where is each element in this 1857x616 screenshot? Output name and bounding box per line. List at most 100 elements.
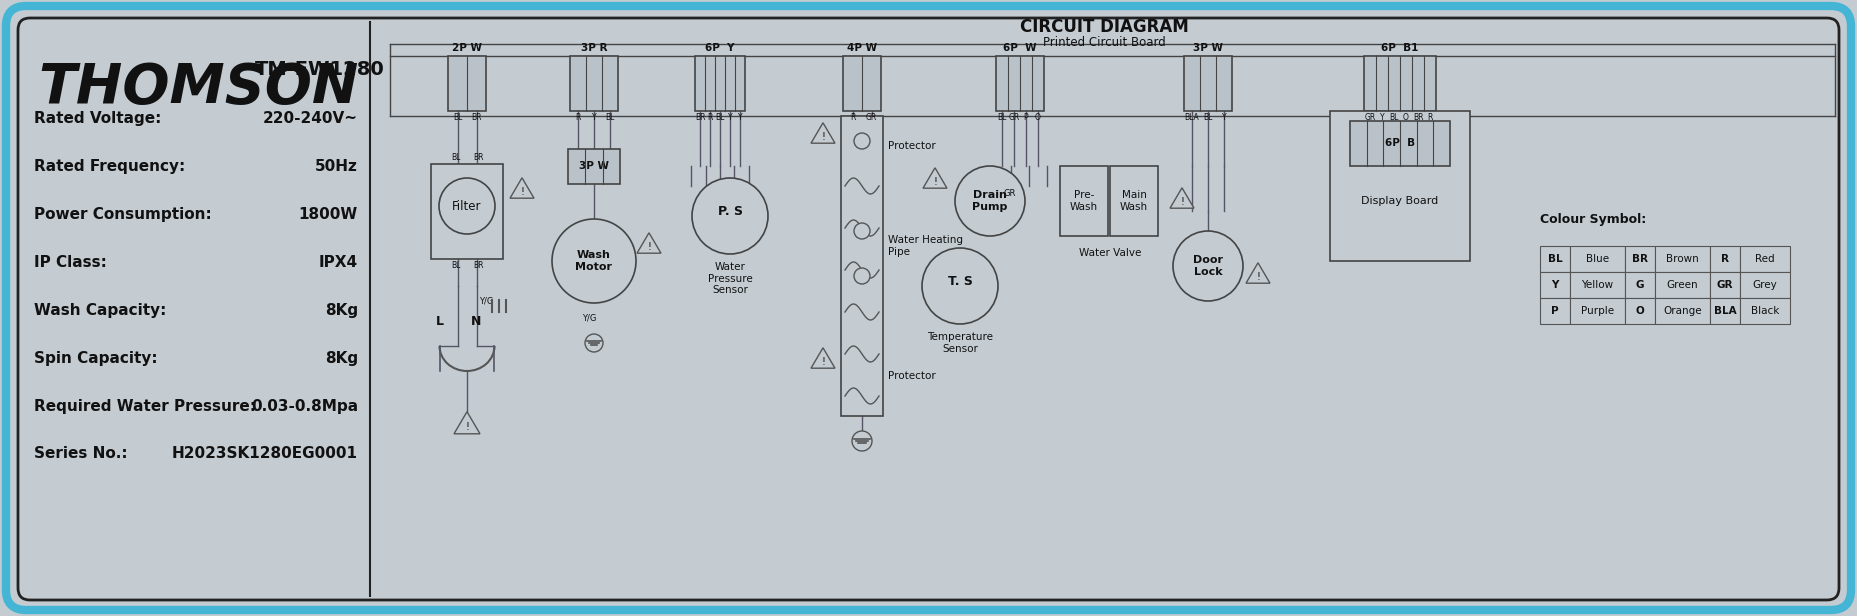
Text: BR: BR [474,153,485,161]
FancyBboxPatch shape [19,18,1838,600]
Bar [1569,272,1625,298]
Text: Purple: Purple [1580,306,1614,316]
Circle shape [854,223,869,239]
Text: O: O [1636,306,1645,316]
Circle shape [854,133,869,149]
Bar [1539,298,1569,324]
Circle shape [954,166,1025,236]
Text: O: O [1404,113,1409,122]
Text: BR: BR [1632,254,1647,264]
Bar [1655,298,1710,324]
Bar [568,148,620,184]
Bar [1539,272,1569,298]
Text: Filter: Filter [453,200,481,213]
Text: TM-FW1280: TM-FW1280 [254,60,384,79]
Text: Wash Capacity:: Wash Capacity: [33,302,167,317]
Text: BL: BL [1547,254,1562,264]
Bar [1710,272,1740,298]
Text: O: O [1034,113,1042,122]
Bar [1569,298,1625,324]
Text: BR: BR [1413,113,1422,122]
Text: GR: GR [865,113,877,122]
Text: 3P R: 3P R [581,43,607,53]
Bar [1330,111,1471,261]
Text: BR: BR [474,261,485,270]
Text: IPX4: IPX4 [319,254,358,270]
Bar [995,56,1044,111]
Text: BL: BL [1389,113,1398,122]
Circle shape [438,178,496,234]
Text: G: G [1636,280,1643,290]
Bar [448,56,487,111]
Text: P: P [1551,306,1558,316]
Text: Colour Symbol:: Colour Symbol: [1539,213,1647,226]
Text: Orange: Orange [1664,306,1701,316]
Bar [1710,298,1740,324]
Text: Water Heating
Pipe: Water Heating Pipe [888,235,964,257]
Text: BL: BL [997,113,1006,122]
Text: R: R [1721,254,1729,264]
Text: IP Class:: IP Class: [33,254,108,270]
Text: R: R [1428,113,1434,122]
Text: R: R [576,113,581,122]
Text: Display Board: Display Board [1361,196,1439,206]
Bar [1350,121,1450,166]
Polygon shape [812,123,836,143]
Bar [1539,246,1569,272]
Text: Water
Pressure
Sensor: Water Pressure Sensor [708,262,752,295]
Circle shape [1174,231,1242,301]
Text: 8Kg: 8Kg [325,302,358,317]
Text: Protector: Protector [888,371,936,381]
Text: BL: BL [1203,113,1213,122]
Text: Main
Wash: Main Wash [1120,190,1148,212]
Text: !: ! [464,421,470,432]
Text: GR: GR [1365,113,1376,122]
Bar [843,56,880,111]
Text: BL: BL [605,113,615,122]
Text: BLA: BLA [1714,306,1736,316]
Polygon shape [812,348,836,368]
Bar [695,56,745,111]
Text: 50Hz: 50Hz [316,158,358,174]
Bar [1625,246,1655,272]
Text: Pre-
Wash: Pre- Wash [1070,190,1097,212]
Text: 1800W: 1800W [299,206,358,222]
Bar [1060,166,1109,236]
Text: Y: Y [728,113,732,122]
Text: !: ! [821,132,825,142]
Bar [1185,56,1231,111]
Text: GR: GR [1005,189,1016,198]
Polygon shape [1170,188,1194,208]
Text: L: L [436,315,444,328]
Text: Brown: Brown [1666,254,1699,264]
Text: CIRCUIT DIAGRAM: CIRCUIT DIAGRAM [1019,18,1188,36]
Text: !: ! [821,357,825,367]
Bar [570,56,618,111]
Text: !: ! [1255,272,1259,282]
Bar [841,116,882,416]
Circle shape [852,431,873,451]
Text: Y: Y [592,113,596,122]
Text: GR: GR [1716,280,1733,290]
Circle shape [693,178,769,254]
Text: Red: Red [1755,254,1775,264]
Text: 4P W: 4P W [847,43,877,53]
Text: Rated Voltage:: Rated Voltage: [33,110,162,126]
Text: 3P W: 3P W [1192,43,1224,53]
Polygon shape [453,411,479,434]
Bar [1569,246,1625,272]
Text: N: N [472,315,481,328]
Text: Y/G: Y/G [479,296,494,306]
Circle shape [585,334,604,352]
Text: Wash
Motor: Wash Motor [576,250,613,272]
Text: Y: Y [1551,280,1558,290]
Text: Rated Frequency:: Rated Frequency: [33,158,186,174]
Text: BL: BL [453,113,462,122]
Circle shape [921,248,997,324]
Bar [1110,166,1159,236]
FancyBboxPatch shape [6,6,1851,610]
Text: H2023SK1280EG0001: H2023SK1280EG0001 [173,447,358,461]
Text: Printed Circuit Board: Printed Circuit Board [1044,36,1166,49]
Bar [1740,298,1790,324]
Text: Temperature
Sensor: Temperature Sensor [927,332,993,354]
